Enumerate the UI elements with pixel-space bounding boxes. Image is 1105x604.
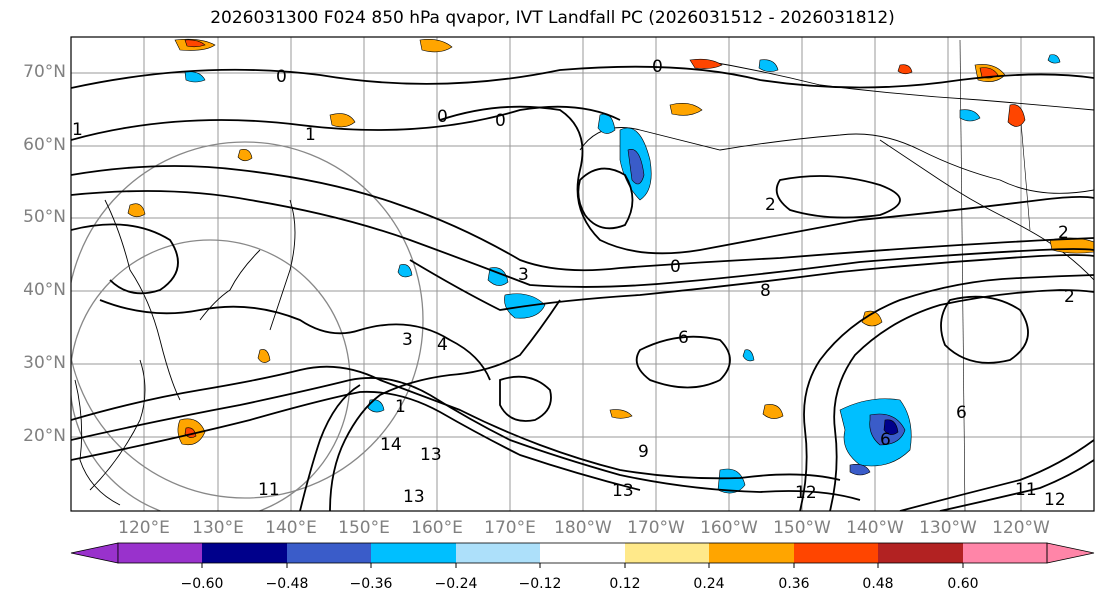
contour-label: 13 [420,445,442,465]
colorbar-tick-label: 0.48 [862,576,894,592]
contour-label: 4 [437,335,448,355]
colorbar-extend-right [1046,542,1095,564]
contour-label: 2 [765,195,776,215]
colorbar-tick-label: −0.24 [434,576,478,592]
lat-label: 40°N [23,280,66,300]
lon-label: 160°W [700,518,758,538]
contour-label: 1 [72,120,83,140]
contour-label: 1 [305,125,316,145]
contour-label: 0 [652,57,663,77]
contour-label: 0 [670,257,681,277]
contour-label: 13 [612,481,634,501]
contour-label: 1 [395,397,406,417]
colorbar-segment [794,543,878,563]
lat-label: 70°N [23,62,66,82]
lon-label: 180°W [554,518,612,538]
lon-label: 140°W [846,518,904,538]
colorbar-tick-label: 0.60 [947,576,979,592]
lon-label: 150°W [773,518,831,538]
contour-label: 0 [495,111,506,131]
contour-label: 8 [760,281,771,301]
contour-label: 12 [1044,490,1066,510]
colorbar-segment [202,543,287,563]
colorbar-frame [117,542,1048,564]
shaded-anomalies [127,38,1094,494]
colorbar-tick-label: −0.36 [349,576,393,592]
colorbar-segment [456,543,540,563]
colorbar-segment [963,543,1047,563]
contour-labels: 1 0 1 0 0 0 0 2 3 4 8 6 3 2 9 12 13 13 1… [72,57,1075,510]
colorbar-segment [878,543,963,563]
contour-label: 0 [437,107,448,127]
graticule [71,37,1094,511]
lon-label: 140°E [265,518,317,538]
colorbar-segment [625,543,709,563]
colorbar-tick-label: 0.36 [778,576,810,592]
qvapor-contours [71,65,1094,511]
lon-label: 170°E [484,518,536,538]
colorbar-tick-label: −0.48 [265,576,309,592]
lon-label: 130°E [192,518,244,538]
lat-label: 30°N [23,353,66,373]
colorbar-tick-label: 0.24 [693,576,725,592]
lon-label: 160°E [411,518,463,538]
contour-label: 6 [956,403,967,423]
colorbar-segment [709,543,794,563]
lon-label: 120°W [992,518,1050,538]
colorbar-tick-label: −0.60 [180,576,224,592]
contour-label: 3 [518,265,529,285]
contour-label: 2 [1058,223,1069,243]
lon-label: 170°W [627,518,685,538]
lon-label: 130°W [919,518,977,538]
colorbar-tick-label: −0.12 [518,576,562,592]
contour-label: 11 [1015,480,1037,500]
colorbar-segment [287,543,371,563]
contour-label: 12 [795,483,817,503]
colorbar-segment [540,543,625,563]
contour-label: 6 [678,328,689,348]
contour-label: 11 [258,480,280,500]
lat-label: 60°N [23,135,66,155]
lon-label: 120°E [118,518,170,538]
colorbar-tick-label: 0.12 [609,576,641,592]
contour-label: 9 [638,442,649,462]
figure-title: 2026031300 F024 850 hPa qvapor, IVT Land… [210,8,895,28]
contour-label: 0 [276,67,287,87]
colorbar [70,542,1095,568]
lat-label: 50°N [23,207,66,227]
lon-label: 150°E [338,518,390,538]
colorbar-segment [371,543,456,563]
map-border [70,36,1095,512]
contour-label: 13 [403,487,425,507]
contour-label: 6 [880,430,891,450]
coastlines [74,39,1094,511]
contour-label: 2 [1064,287,1075,307]
contour-label: 14 [380,435,402,455]
colorbar-segment [118,543,202,563]
contour-label: 3 [402,330,413,350]
colorbar-extend-left [70,542,119,564]
lat-label: 20°N [23,426,66,446]
